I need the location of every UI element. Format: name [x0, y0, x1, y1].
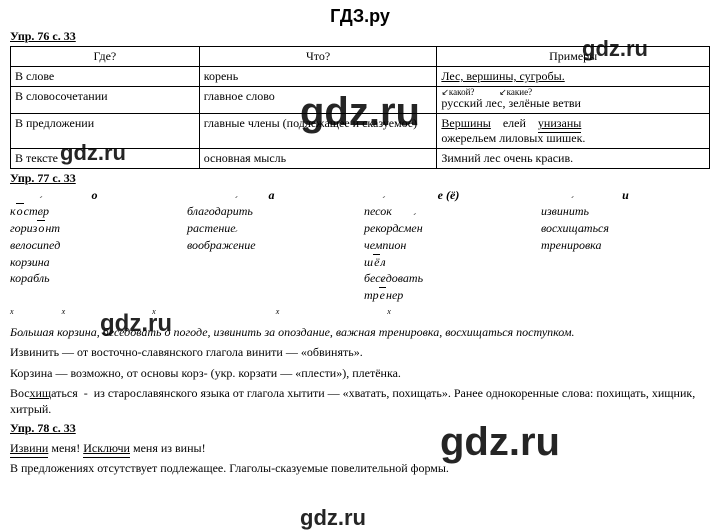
col-hdr: о	[10, 188, 179, 203]
col-hdr: Что?	[199, 47, 437, 67]
watermark: gdz.ru	[300, 505, 366, 531]
ex77-note: Восхищаться - из старославянского языка …	[10, 385, 710, 417]
word: извинить	[541, 203, 710, 220]
table-row: В слове корень Лес, вершины, сугробы.	[11, 67, 710, 87]
col-hdr: и	[541, 188, 710, 203]
word: песок	[364, 203, 533, 220]
table-row: В тексте основная мысль Зимний лес очень…	[11, 149, 710, 169]
col-hdr: е (ё)	[364, 188, 533, 203]
word: корабль	[10, 270, 179, 287]
ex77-note: Извинить — от восточно-славянского глаго…	[10, 344, 710, 360]
ex76-heading: Упр. 76 с. 33	[10, 29, 710, 44]
ex77-note: Корзина — возможно, от основы корз- (укр…	[10, 365, 710, 381]
word: благодарить	[187, 203, 356, 220]
word: шёл	[364, 254, 533, 271]
word: восхищаться	[541, 220, 710, 237]
table-row: В словосочетании главное слово ↙какой? ↙…	[11, 87, 710, 114]
word: чемпион	[364, 237, 533, 254]
word: воображение	[187, 237, 356, 254]
ex77-phrase: х х х х х Большая корзина, беседовать о …	[10, 308, 710, 340]
word: тренировка	[541, 237, 710, 254]
table-row: Где? Что? Примеры	[11, 47, 710, 67]
word: корзина	[10, 254, 179, 271]
ex76-table: Где? Что? Примеры В слове корень Лес, ве…	[10, 46, 710, 169]
col-hdr: а	[187, 188, 356, 203]
ex78-line2: В предложениях отсутствует подлежащее. Г…	[10, 460, 710, 476]
ex78-heading: Упр. 78 с. 33	[10, 421, 710, 436]
ex77-grid: о костер горизонт велосипед корзина кора…	[10, 188, 710, 304]
site-title: ГДЗ.ру	[10, 6, 710, 27]
word: костер	[10, 203, 179, 220]
word: рекордсмен	[364, 220, 533, 237]
ex78-line1: Извини меня! Исключи меня из вины!	[10, 440, 710, 456]
ex77-heading: Упр. 77 с. 33	[10, 171, 710, 186]
table-row: В предложении главные члены (подлежащее …	[11, 114, 710, 149]
word: горизонт	[10, 220, 179, 237]
word: растение	[187, 220, 356, 237]
col-hdr: Где?	[11, 47, 200, 67]
col-hdr: Примеры	[437, 47, 710, 67]
word: тренер	[364, 287, 533, 304]
word: беседовать	[364, 270, 533, 287]
